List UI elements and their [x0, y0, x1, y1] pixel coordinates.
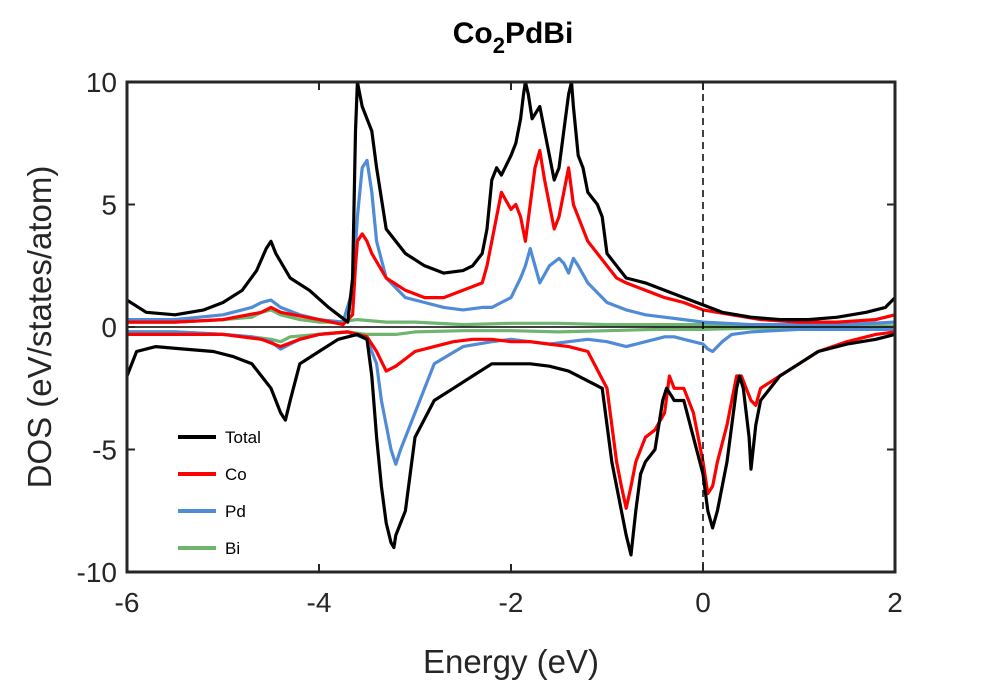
- legend-label-pd: Pd: [225, 502, 246, 521]
- y-tick-label: 10: [86, 67, 117, 98]
- y-axis-label: DOS (eV/states/atom): [21, 166, 58, 489]
- x-tick-label: -6: [115, 587, 140, 618]
- series-co-down: [127, 330, 895, 510]
- chart-title-main: Co: [453, 17, 493, 50]
- x-axis-label: Energy (eV): [423, 643, 599, 680]
- y-tick-label: 5: [101, 190, 117, 221]
- series-layer: [127, 82, 895, 557]
- legend-label-total: Total: [225, 428, 261, 447]
- chart-title-rest: PdBi: [505, 17, 573, 50]
- series-total-up: [127, 82, 895, 324]
- y-tick-label: -10: [77, 557, 117, 588]
- x-tick-label: -2: [499, 587, 524, 618]
- chart-title-subscript: 2: [493, 33, 505, 58]
- y-tick-label: -5: [92, 435, 117, 466]
- y-tick-label: 0: [101, 312, 117, 343]
- legend: Total Co Pd Bi: [178, 428, 261, 558]
- legend-label-co: Co: [225, 465, 247, 484]
- x-tick-label: 0: [695, 587, 711, 618]
- series-total-down: [127, 332, 895, 557]
- x-tick-label: 2: [887, 587, 903, 618]
- chart-title: Co2PdBi: [453, 17, 574, 58]
- series-co-up: [127, 149, 895, 327]
- legend-label-bi: Bi: [225, 539, 240, 558]
- tick-layer: -6 -4 -2 0 2 -10 -5 0 5 10: [77, 67, 903, 618]
- x-tick-label: -4: [307, 587, 332, 618]
